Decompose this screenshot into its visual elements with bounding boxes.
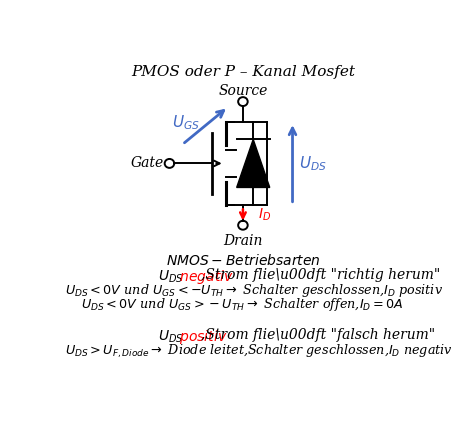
Text: $U_{GS}$: $U_{GS}$ <box>172 113 200 132</box>
Text: $U_{DS}$: $U_{DS}$ <box>158 268 184 285</box>
Text: $U_{DS}<0V$ und $U_{GS}>-U_{TH}\rightarrow$ Schalter offen,$I_D=0A$: $U_{DS}<0V$ und $U_{GS}>-U_{TH}\rightarr… <box>82 296 404 313</box>
Text: PMOS oder P – Kanal Mosfet: PMOS oder P – Kanal Mosfet <box>131 65 355 79</box>
Text: ,Strom flie\u00dft "falsch herum": ,Strom flie\u00dft "falsch herum" <box>201 328 435 342</box>
Text: $U_{DS}$: $U_{DS}$ <box>158 328 184 345</box>
Text: ,Strom flie\u00dft "richtig herum": ,Strom flie\u00dft "richtig herum" <box>201 268 440 282</box>
Text: $negativ$: $negativ$ <box>175 268 234 286</box>
Text: $U_{DS}<0V$ und $U_{GS}<-U_{TH}\rightarrow$ Schalter geschlossen,$I_D$ positiv: $U_{DS}<0V$ und $U_{GS}<-U_{TH}\rightarr… <box>65 282 443 299</box>
Text: $I_D$: $I_D$ <box>258 207 271 223</box>
Text: $U_{DS}>U_{F,Diode}\rightarrow$ Diode leitet,Schalter geschlossen,$I_D$ negativ: $U_{DS}>U_{F,Diode}\rightarrow$ Diode le… <box>65 343 453 360</box>
Text: $U_{DS}$: $U_{DS}$ <box>299 154 327 173</box>
Polygon shape <box>237 139 270 187</box>
Text: Source: Source <box>218 84 268 99</box>
Text: Drain: Drain <box>223 234 263 248</box>
Text: Gate: Gate <box>131 157 164 170</box>
Text: $positiv$: $positiv$ <box>175 328 228 346</box>
Text: $NMOS-Betriebsarten$: $NMOS-Betriebsarten$ <box>165 253 320 268</box>
